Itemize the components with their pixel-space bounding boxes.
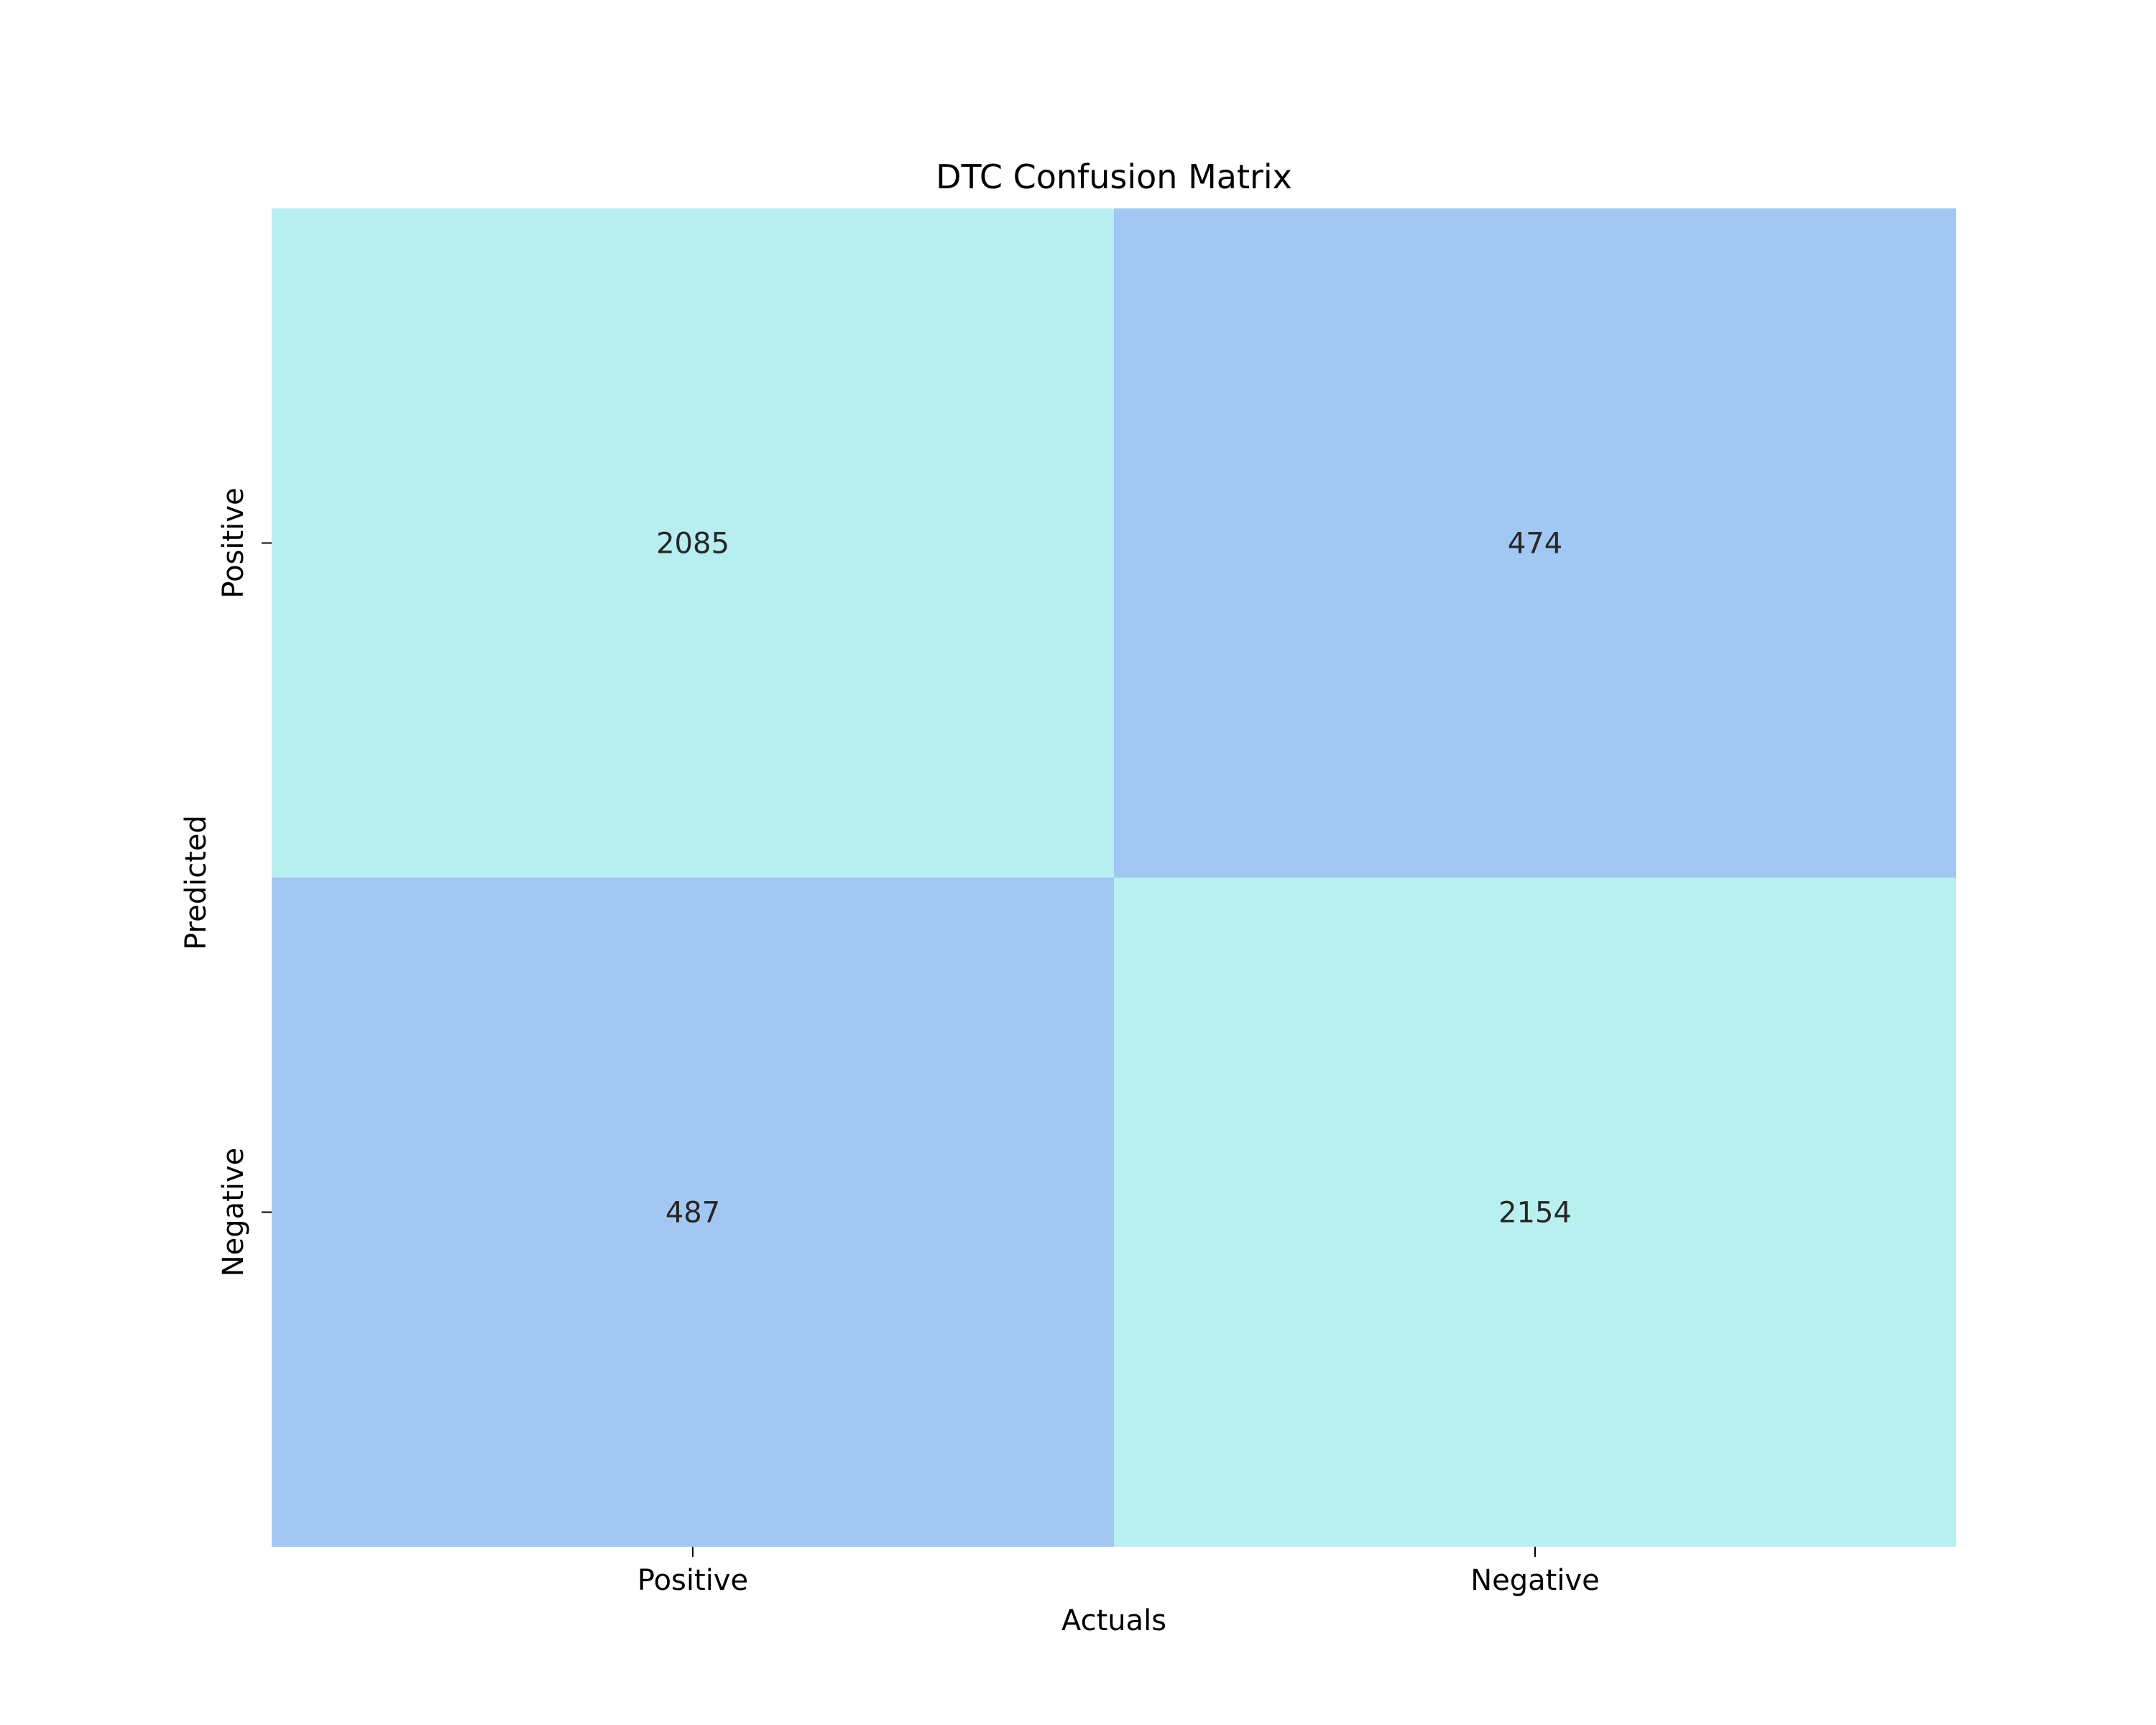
cell-value-0-1: 474: [1508, 528, 1562, 561]
heatmap-cells: [272, 208, 1956, 1547]
y-axis-ticks: Positive Negative: [217, 487, 272, 1276]
heatmap-cell-1-1: [1114, 878, 1956, 1547]
y-tick-label: Positive: [217, 487, 250, 598]
heatmap-cell-0-0: [272, 208, 1114, 878]
cell-value-1-0: 487: [665, 1197, 720, 1230]
y-axis-label: Predicted: [180, 815, 213, 950]
x-tick-label: Positive: [637, 1564, 748, 1597]
cell-value-0-0: 2085: [656, 528, 729, 561]
chart-title: DTC Confusion Matrix: [936, 157, 1292, 196]
heatmap-cell-0-1: [1114, 208, 1956, 878]
y-tick-label: Negative: [217, 1148, 250, 1277]
x-axis-ticks: Positive Negative: [637, 1547, 1600, 1597]
heatmap-cell-1-0: [272, 878, 1114, 1547]
cell-value-1-1: 2154: [1498, 1197, 1572, 1230]
x-tick-label: Negative: [1470, 1564, 1600, 1597]
cell-value-labels: 2085 474 487 2154: [656, 528, 1572, 1230]
x-axis-label: Actuals: [1061, 1604, 1166, 1637]
